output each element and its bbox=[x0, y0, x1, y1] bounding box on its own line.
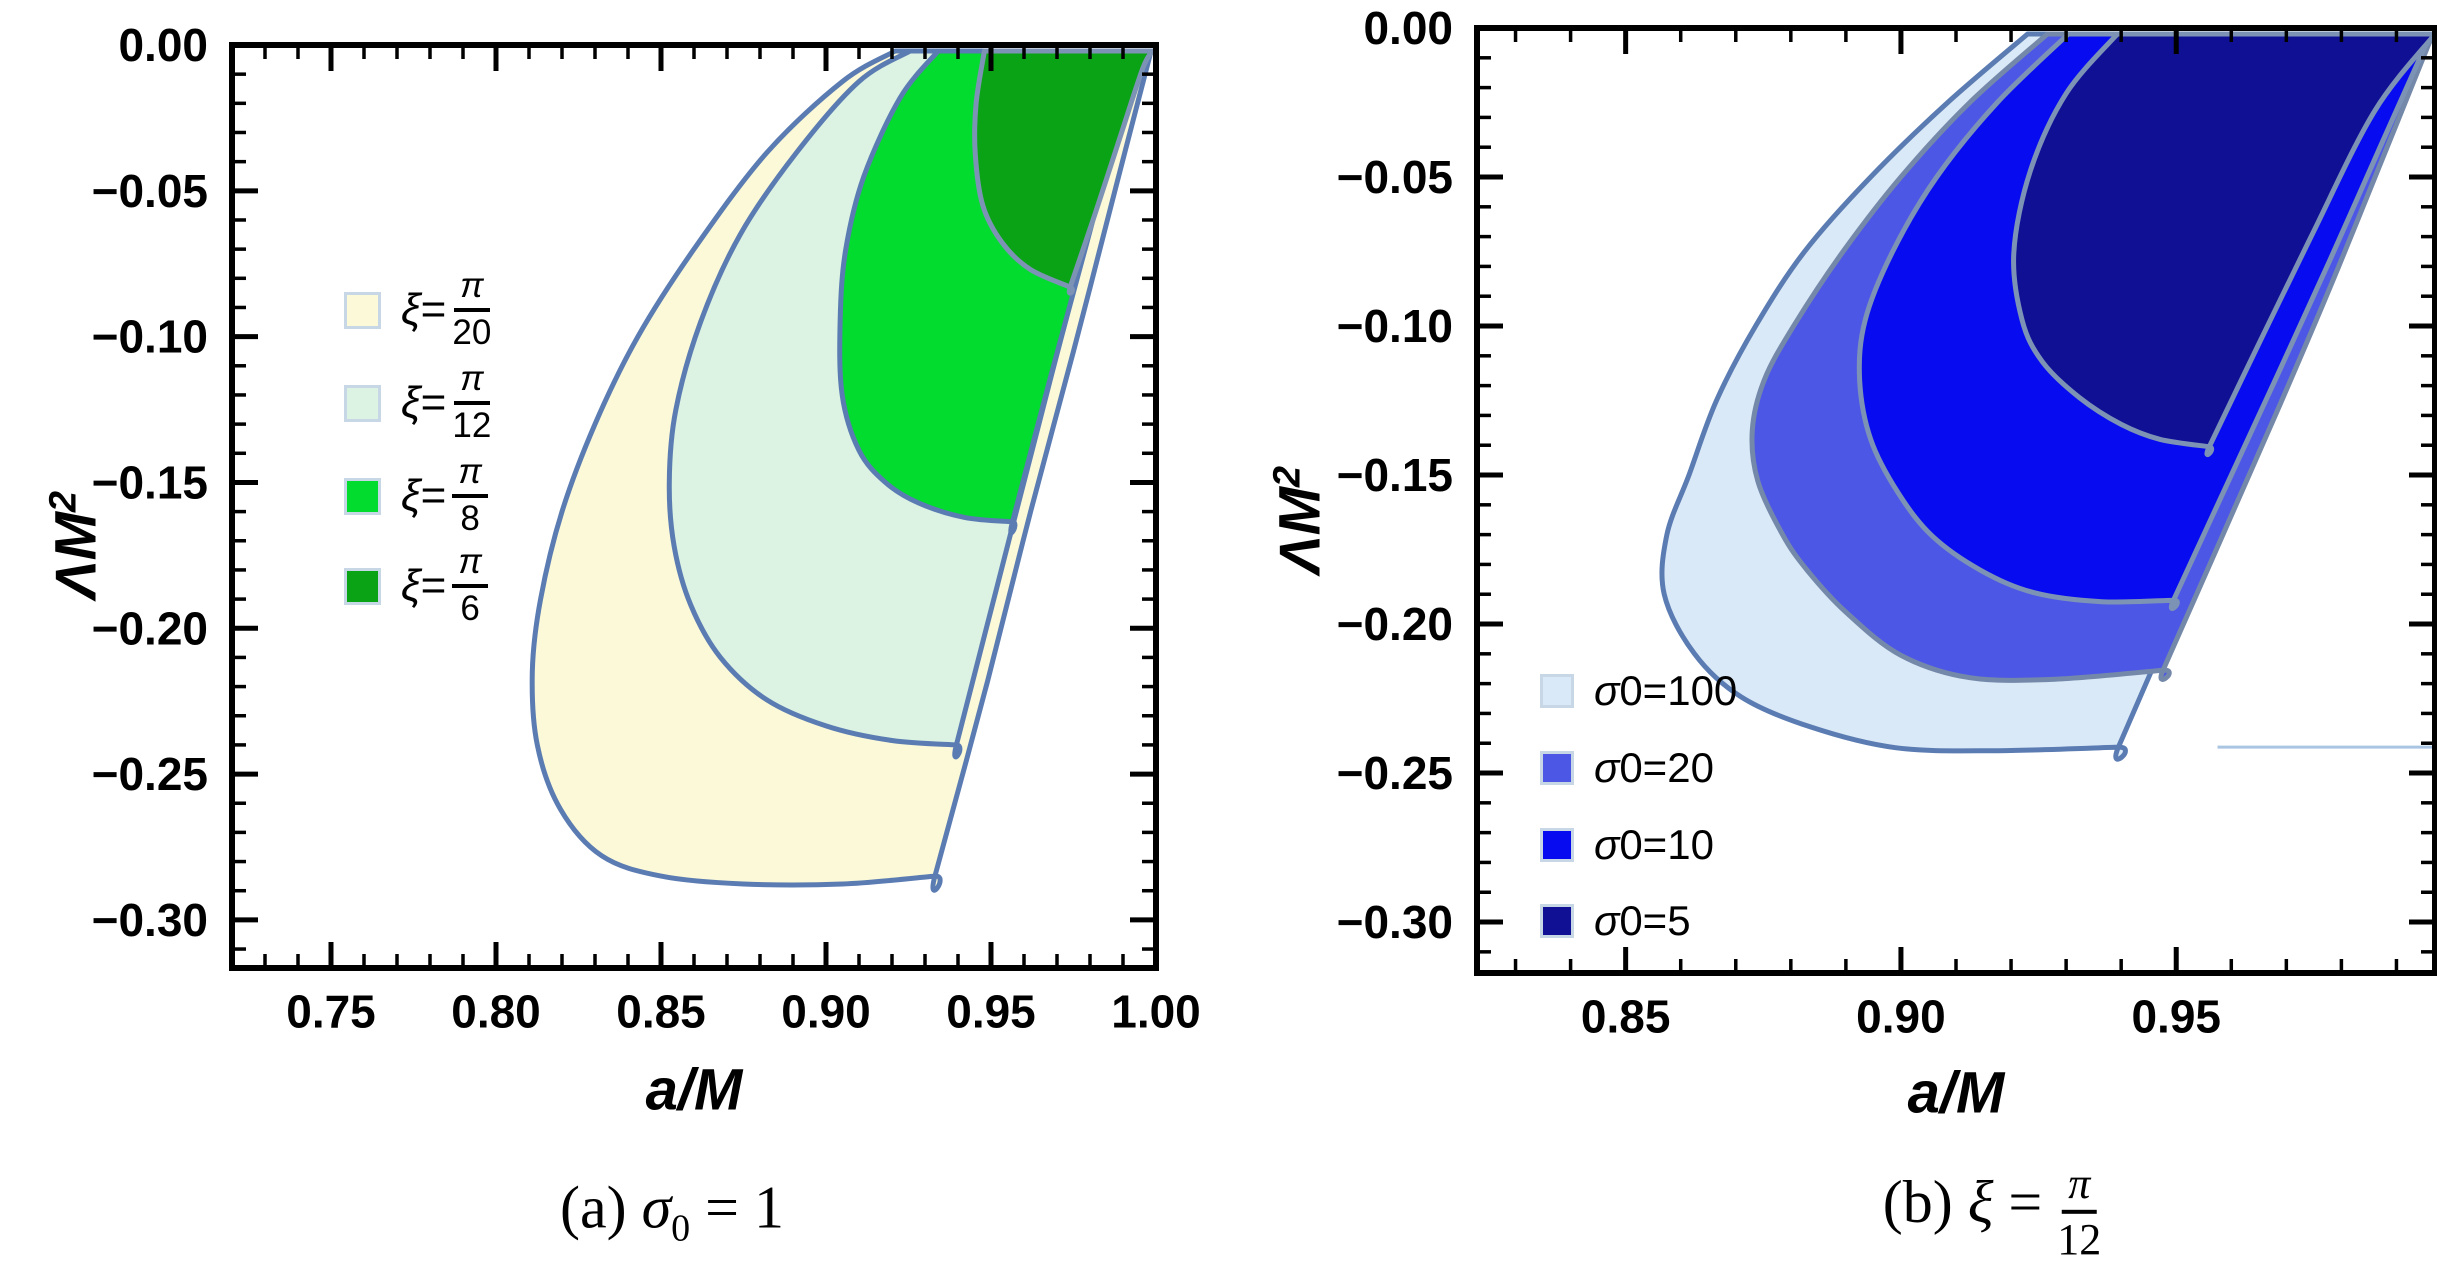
x-tick-label: 0.85 bbox=[1581, 991, 1671, 1043]
y-tick-label: −0.25 bbox=[92, 748, 208, 800]
legend-item-a-2: ξ = π 12 bbox=[344, 357, 491, 449]
legend-item-b-1: σ 0=100 bbox=[1540, 651, 1737, 731]
caption-b-fraction: π 12 bbox=[2057, 1158, 2102, 1264]
legend-swatch bbox=[1540, 904, 1574, 938]
y-tick-label: −0.30 bbox=[92, 894, 208, 946]
legend-label: ξ = π 12 bbox=[401, 359, 492, 445]
x-axis-label-a: a/M bbox=[645, 1057, 743, 1123]
y-tick-label: −0.20 bbox=[92, 602, 208, 654]
x-tick-label: 0.95 bbox=[946, 986, 1036, 1038]
region-ξ=π/6 bbox=[972, 48, 1156, 296]
y-tick-label: −0.10 bbox=[1337, 300, 1453, 352]
legend-swatch bbox=[344, 477, 381, 515]
y-axis-label-b: ΛM2 bbox=[1266, 465, 1333, 575]
legend-label: ξ = π 20 bbox=[401, 266, 492, 352]
legend-item-b-2: σ 0=20 bbox=[1540, 728, 1714, 808]
legend-label: σ 0=100 bbox=[1594, 667, 1738, 714]
x-tick-label: 0.80 bbox=[451, 986, 541, 1038]
legend-item-a-3: ξ = π 8 bbox=[344, 450, 488, 542]
legend-label: ξ = π 6 bbox=[401, 543, 488, 628]
plot-a-ticks bbox=[232, 42, 1159, 968]
legend-swatch bbox=[344, 291, 381, 329]
legend-label: ξ = π 8 bbox=[401, 453, 488, 538]
plot-b-ticks bbox=[1477, 25, 2435, 973]
y-axis-label-a: ΛM2 bbox=[42, 490, 109, 600]
x-tick-label: 0.95 bbox=[2131, 991, 2221, 1043]
caption-b: (b) ξ = π 12 bbox=[1882, 1158, 2102, 1264]
y-tick-label: −0.10 bbox=[92, 311, 208, 363]
y-tick-label: −0.25 bbox=[1337, 747, 1453, 799]
caption-a: (a) σ0 = 1 bbox=[559, 1174, 785, 1250]
legend-label: σ 0=10 bbox=[1594, 821, 1714, 868]
y-tick-label: 0.00 bbox=[118, 19, 208, 71]
legend-swatch bbox=[1540, 751, 1574, 785]
legend-label: σ 0=5 bbox=[1594, 897, 1691, 944]
y-tick-label: 0.00 bbox=[1363, 2, 1453, 54]
x-tick-label: 1.00 bbox=[1111, 986, 1201, 1038]
y-tick-label: −0.05 bbox=[1337, 151, 1453, 203]
legend-item-b-3: σ 0=10 bbox=[1540, 805, 1714, 885]
y-tick-label: −0.20 bbox=[1337, 598, 1453, 650]
y-tick-label: −0.15 bbox=[1337, 449, 1453, 501]
x-tick-label: 0.85 bbox=[616, 986, 706, 1038]
region-σ0=5 bbox=[2011, 31, 2436, 458]
legend-swatch bbox=[344, 384, 381, 422]
legend-swatch bbox=[1540, 828, 1574, 862]
legend-swatch bbox=[1540, 674, 1574, 708]
plot-a-regions bbox=[529, 48, 1156, 893]
legend-label: σ 0=20 bbox=[1594, 744, 1714, 791]
y-tick-label: −0.15 bbox=[92, 456, 208, 508]
x-axis-label-b: a/M bbox=[1907, 1060, 2005, 1126]
legend-item-a-4: ξ = π 6 bbox=[344, 540, 488, 632]
x-tick-label: 0.75 bbox=[286, 986, 376, 1038]
x-tick-label: 0.90 bbox=[1856, 991, 1946, 1043]
legend-swatch bbox=[344, 567, 381, 605]
y-tick-label: −0.05 bbox=[92, 165, 208, 217]
x-tick-label: 0.90 bbox=[781, 986, 871, 1038]
legend-item-a-1: ξ = π 20 bbox=[344, 264, 491, 356]
y-tick-label: −0.30 bbox=[1337, 896, 1453, 948]
legend-item-b-4: σ 0=5 bbox=[1540, 881, 1691, 961]
plot-b-regions bbox=[1659, 31, 2436, 762]
